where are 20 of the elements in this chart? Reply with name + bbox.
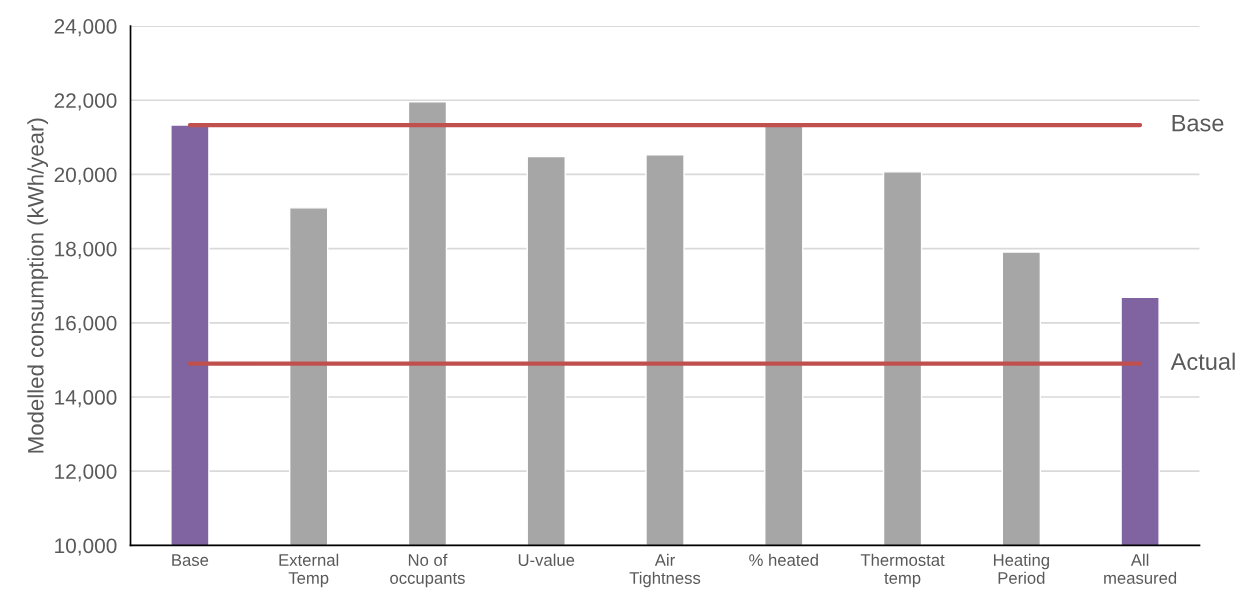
ref-line-label: Base	[1172, 114, 1224, 132]
x-tick-label: All measured	[1104, 553, 1177, 584]
ref-line-label: Actual	[1170, 352, 1235, 370]
y-tick-label: 10,000	[55, 538, 117, 556]
x-tick-label: % heated	[749, 553, 818, 566]
x-tick-label: U-value	[518, 553, 575, 566]
x-tick-label: Base	[172, 554, 209, 566]
y-tick-label: 24,000	[54, 19, 117, 37]
y-tick-label: 14,000	[55, 390, 117, 408]
y-tick-label: 18,000	[55, 241, 117, 259]
x-tick-label: Thermostat temp	[860, 553, 945, 588]
x-tick-label: Air Tightness	[629, 553, 701, 588]
x-tick-label: External Temp	[279, 553, 339, 588]
x-tick-label: Heating Period	[993, 553, 1049, 584]
y-tick-label: 20,000	[54, 167, 117, 185]
y-axis-title: Modelled consumption (kWh/year)	[27, 118, 49, 453]
y-tick-label: 16,000	[55, 315, 117, 334]
x-tick-label: No of occupants	[390, 553, 465, 588]
y-tick-label: 22,000	[54, 93, 117, 111]
y-tick-label: 12,000	[55, 464, 117, 482]
